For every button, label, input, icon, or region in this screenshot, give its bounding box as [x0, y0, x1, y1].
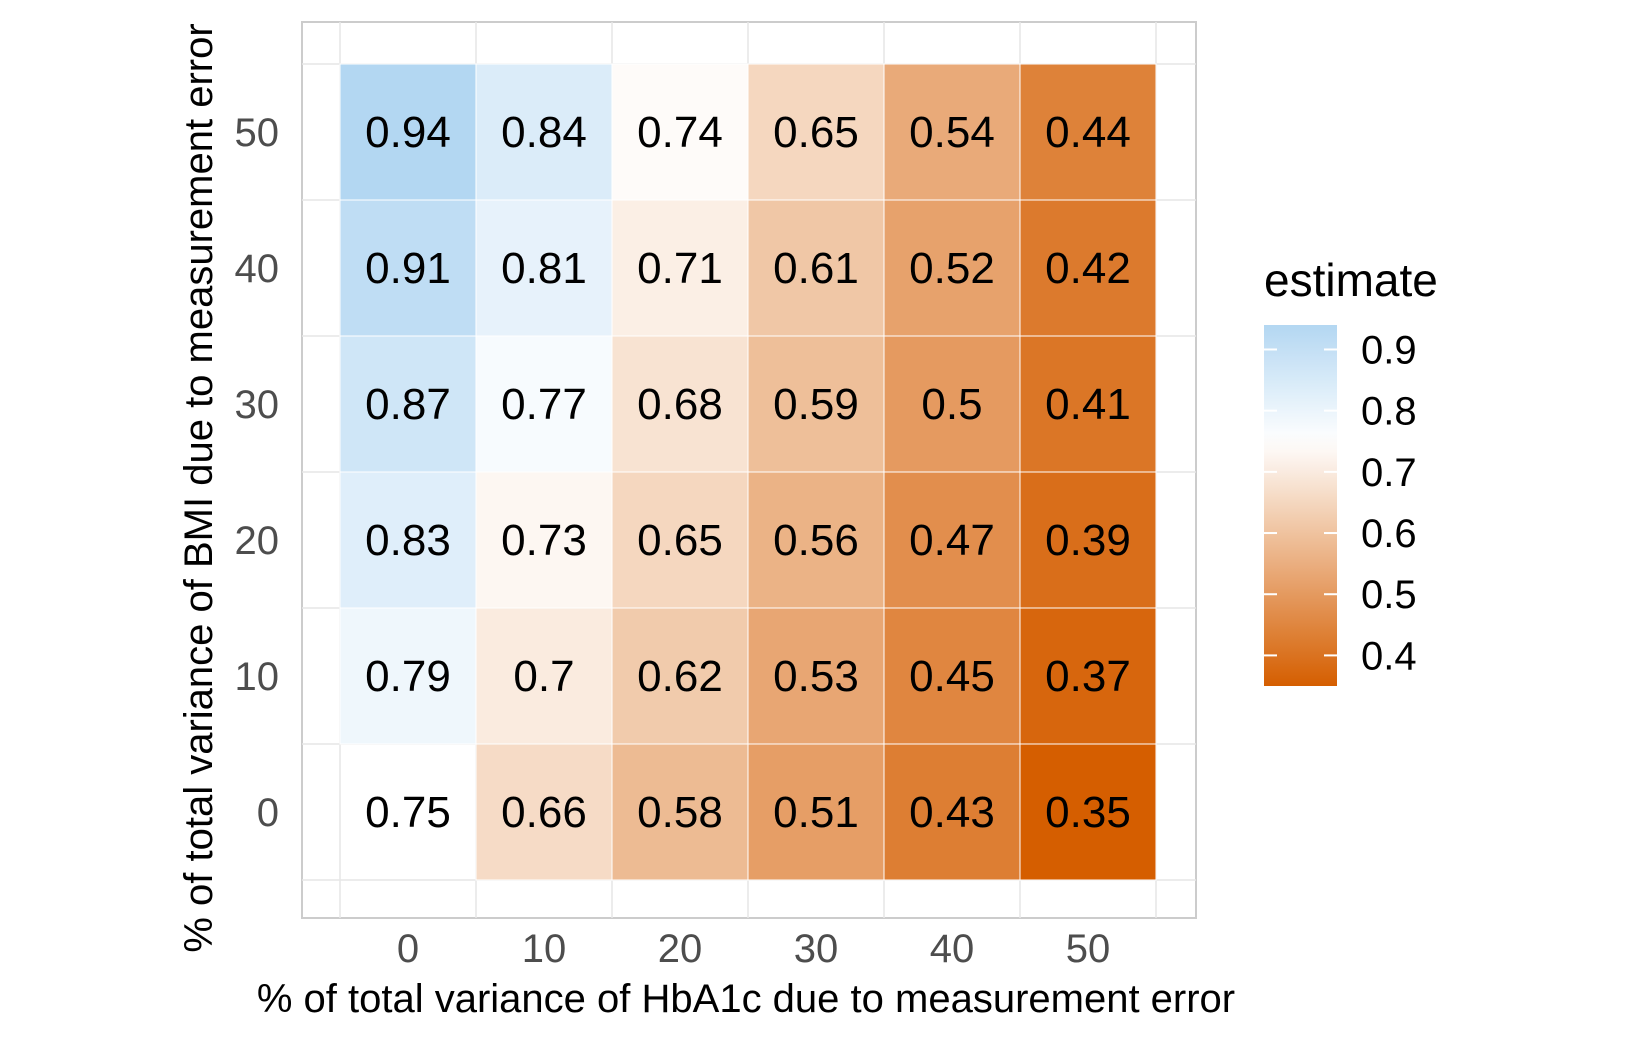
legend-tick-label: 0.7 — [1361, 451, 1417, 495]
heatmap-cell — [611, 471, 749, 609]
cell-value-label: 0.61 — [773, 244, 859, 293]
heatmap-cell — [475, 471, 613, 609]
heatmap-cell — [883, 743, 1021, 881]
cell-value-label: 0.66 — [501, 788, 587, 837]
heatmap-cell — [1019, 471, 1157, 609]
legend-ticks: 0.9 0.8 0.7 0.6 0.5 0.4 — [1264, 328, 1417, 678]
y-tick-label: 10 — [235, 655, 280, 699]
cell-value-label: 0.42 — [1045, 244, 1131, 293]
cell-value-label: 0.62 — [637, 652, 723, 701]
cell-value-label: 0.79 — [365, 652, 451, 701]
cell-value-label: 0.56 — [773, 516, 859, 565]
heatmap-cell — [747, 471, 885, 609]
legend-tick-label: 0.9 — [1361, 328, 1417, 372]
cell-value-label: 0.37 — [1045, 652, 1131, 701]
cell-value-label: 0.58 — [637, 788, 723, 837]
y-axis-title: % of total variance of BMI due to measur… — [177, 23, 221, 952]
legend-tick-label: 0.5 — [1361, 573, 1417, 617]
heatmap-cell — [883, 335, 1021, 473]
cell-value-label: 0.45 — [909, 652, 995, 701]
cell-value-label: 0.65 — [773, 108, 859, 157]
heatmap-cell — [883, 63, 1021, 201]
x-tick-label: 30 — [794, 927, 839, 971]
y-tick-label: 30 — [235, 383, 280, 427]
heatmap-cell — [1019, 63, 1157, 201]
heatmap-cell — [747, 335, 885, 473]
cell-value-label: 0.41 — [1045, 380, 1131, 429]
x-axis-title: % of total variance of HbA1c due to meas… — [257, 977, 1235, 1021]
heatmap-cell — [611, 743, 749, 881]
cell-value-label: 0.7 — [513, 652, 574, 701]
heatmap-cell — [883, 471, 1021, 609]
heatmap-cells — [339, 63, 1157, 881]
legend-tick-label: 0.4 — [1361, 634, 1417, 678]
x-tick-label: 40 — [930, 927, 975, 971]
heatmap-cell — [475, 607, 613, 745]
legend-title: estimate — [1264, 254, 1438, 306]
legend-tick-label: 0.8 — [1361, 390, 1417, 434]
cell-value-label: 0.65 — [637, 516, 723, 565]
cell-value-label: 0.43 — [909, 788, 995, 837]
cell-value-label: 0.87 — [365, 380, 451, 429]
x-tick-label: 10 — [522, 927, 567, 971]
x-tick-label: 20 — [658, 927, 703, 971]
cell-value-label: 0.83 — [365, 516, 451, 565]
heatmap-cell — [1019, 335, 1157, 473]
legend: estimate 0.9 0.8 0.7 0.6 0.5 0.4 — [1264, 254, 1438, 686]
heatmap-cell — [883, 607, 1021, 745]
heatmap-cell — [611, 607, 749, 745]
heatmap-cell — [475, 335, 613, 473]
heatmap-cell — [475, 63, 613, 201]
cell-value-label: 0.84 — [501, 108, 587, 157]
heatmap-cell — [747, 199, 885, 337]
cell-value-label: 0.51 — [773, 788, 859, 837]
cell-value-label: 0.81 — [501, 244, 587, 293]
x-axis-ticks: 0 10 20 30 40 50 — [397, 927, 1110, 971]
y-tick-label: 20 — [235, 519, 280, 563]
cell-value-label: 0.5 — [921, 380, 982, 429]
panel-border — [301, 21, 1197, 919]
cell-value-label: 0.59 — [773, 380, 859, 429]
cell-value-label: 0.71 — [637, 244, 723, 293]
x-tick-label: 0 — [397, 927, 419, 971]
heatmap-cell — [1019, 743, 1157, 881]
y-tick-label: 40 — [235, 247, 280, 291]
heatmap-cell — [339, 335, 477, 473]
heatmap-cell — [747, 607, 885, 745]
legend-colorbar — [1264, 325, 1337, 686]
cell-value-label: 0.94 — [365, 108, 451, 157]
heatmap-cell — [475, 199, 613, 337]
heatmap-cell — [339, 607, 477, 745]
y-axis-ticks: 0 10 20 30 40 50 — [235, 111, 280, 835]
x-tick-label: 50 — [1066, 927, 1111, 971]
cell-value-label: 0.52 — [909, 244, 995, 293]
heatmap-cell — [611, 63, 749, 201]
cell-value-labels: 0.66 0.58 0.51 0.43 0.35 0.79 0.7 0.62 0.53 0.45 0… — [365, 108, 1131, 837]
cell-value-label: 0.47 — [909, 516, 995, 565]
cell-value-label: 0.68 — [637, 380, 723, 429]
heatmap-cell — [883, 199, 1021, 337]
heatmap-cell — [339, 63, 477, 201]
cell-value-label: 0.35 — [1045, 788, 1131, 837]
heatmap-cell — [1019, 607, 1157, 745]
cell-value-label: 0.53 — [773, 652, 859, 701]
heatmap-cell — [747, 63, 885, 201]
heatmap-cell — [339, 471, 477, 609]
cell-value-label: 0.73 — [501, 516, 587, 565]
cell-value-label: 0.75 — [365, 788, 451, 837]
cell-value-label: 0.54 — [909, 108, 995, 157]
y-tick-label: 0 — [257, 791, 279, 835]
cell-value-label: 0.91 — [365, 244, 451, 293]
cell-value-label: 0.77 — [501, 380, 587, 429]
heatmap-cell — [611, 199, 749, 337]
heatmap-cell — [611, 335, 749, 473]
y-tick-label: 50 — [235, 111, 280, 155]
cell-value-label: 0.39 — [1045, 516, 1131, 565]
heatmap-cell — [339, 199, 477, 337]
cell-value-label: 0.44 — [1045, 108, 1131, 157]
legend-tick-label: 0.6 — [1361, 512, 1417, 556]
cell-value-label: 0.74 — [637, 108, 723, 157]
